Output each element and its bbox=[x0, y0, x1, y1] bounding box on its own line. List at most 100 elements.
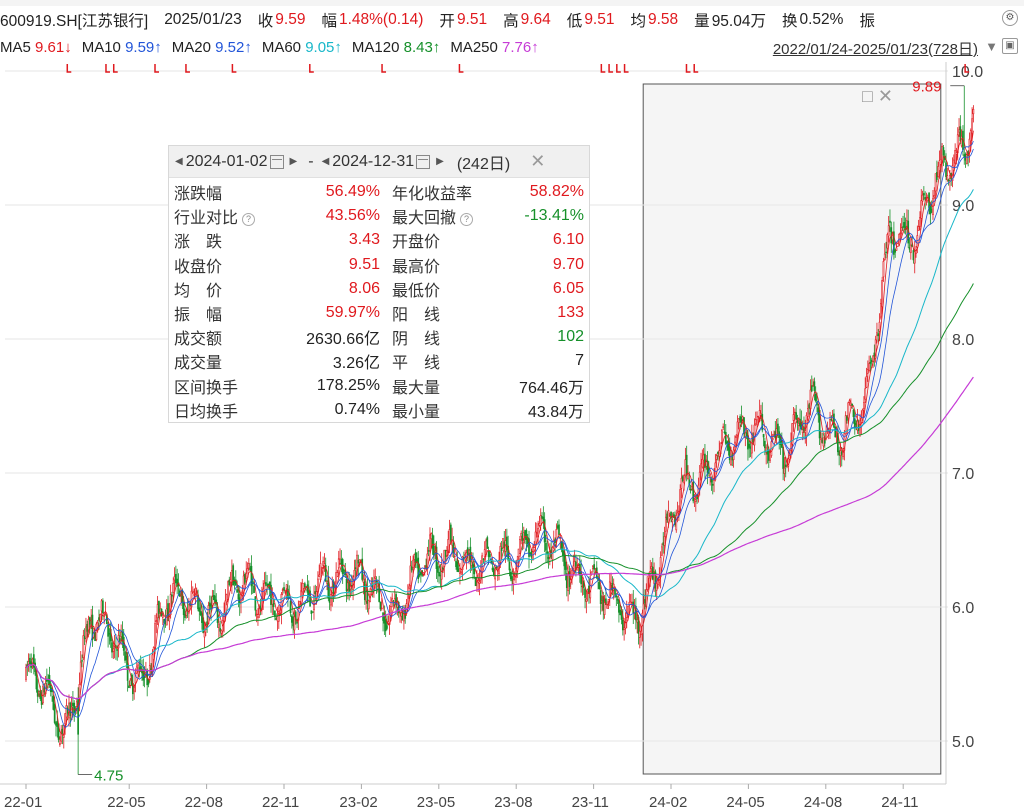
candle-body bbox=[476, 580, 478, 582]
candle-body bbox=[99, 613, 102, 622]
candle-body bbox=[670, 511, 672, 519]
candle-body bbox=[833, 413, 835, 428]
event-marker bbox=[458, 64, 464, 73]
candle-body bbox=[380, 607, 383, 610]
candle-body bbox=[38, 691, 40, 695]
candle-body bbox=[839, 450, 842, 456]
candle-body bbox=[393, 598, 396, 603]
avg-label: 均 bbox=[630, 13, 646, 30]
prev-end-icon[interactable]: ◀ bbox=[321, 156, 330, 167]
stat-value-text: 43.84万 bbox=[527, 403, 584, 421]
candle-body bbox=[743, 417, 745, 435]
candle-body bbox=[756, 419, 758, 425]
candle-body bbox=[31, 658, 34, 664]
candle-body bbox=[27, 661, 30, 665]
help-icon[interactable]: ? bbox=[460, 212, 474, 226]
end-date[interactable]: 2024-12-31 bbox=[332, 152, 415, 170]
candle-body bbox=[412, 559, 414, 568]
calendar-icon[interactable] bbox=[269, 154, 284, 169]
candle-body bbox=[573, 561, 576, 571]
candle-body bbox=[698, 471, 701, 490]
candle-body bbox=[185, 610, 188, 616]
candle-body bbox=[563, 551, 566, 567]
candle-body bbox=[757, 415, 760, 418]
start-date[interactable]: 2024-01-02 bbox=[185, 152, 268, 170]
candle-body bbox=[722, 426, 725, 428]
candle-body bbox=[250, 565, 253, 587]
stat-label: 成交额 bbox=[174, 325, 282, 349]
candle-body bbox=[534, 531, 537, 546]
candle-body bbox=[52, 696, 55, 710]
change-value: 1.48%(0.14) bbox=[338, 11, 424, 28]
selection-tools[interactable]: □ ✕ bbox=[862, 86, 893, 107]
candle-body bbox=[434, 550, 437, 553]
candle-body bbox=[212, 595, 215, 601]
stat-label: 开盘价 bbox=[380, 228, 510, 252]
candle-body bbox=[715, 455, 718, 460]
date-range-link[interactable]: 2022/01/24-2025/01/23(728日) bbox=[772, 41, 978, 58]
candle-body bbox=[292, 617, 294, 627]
candle-body bbox=[302, 583, 305, 589]
candle-body bbox=[765, 447, 768, 453]
candle-body bbox=[864, 388, 867, 400]
candle-body bbox=[966, 154, 968, 165]
candle-body bbox=[912, 250, 915, 261]
help-icon[interactable]: ? bbox=[242, 212, 256, 226]
stat-label-text: 均 价 bbox=[174, 282, 223, 300]
next-end-icon[interactable]: ▶ bbox=[436, 156, 444, 167]
kline-chart[interactable]: 5.06.07.08.09.010.022-01 22-05 22-08 22-11 2… bbox=[0, 60, 1024, 811]
candle-body bbox=[683, 475, 685, 484]
dropdown-arrow-icon[interactable]: ▼ bbox=[985, 39, 998, 54]
candle-body bbox=[545, 543, 547, 551]
candle-body bbox=[584, 588, 586, 598]
candle-body bbox=[223, 613, 225, 622]
candle-body bbox=[477, 579, 480, 583]
candle-body bbox=[565, 573, 568, 589]
event-marker bbox=[964, 64, 970, 73]
close-value: 9.59 bbox=[275, 11, 306, 28]
ma-label: MA20 bbox=[171, 38, 216, 56]
restore-icon[interactable]: □ bbox=[862, 86, 873, 106]
candle-body bbox=[461, 556, 464, 570]
candle-body bbox=[349, 585, 352, 590]
candle-body bbox=[559, 537, 562, 539]
range-dash: - bbox=[308, 152, 314, 170]
calendar-icon[interactable] bbox=[416, 154, 431, 169]
candle-body bbox=[963, 154, 966, 158]
close-selection-icon[interactable]: ✕ bbox=[877, 86, 893, 106]
candle-body bbox=[211, 596, 214, 606]
candle-body bbox=[431, 534, 434, 549]
candle-body bbox=[133, 687, 136, 692]
candle-body bbox=[284, 589, 287, 592]
candle-body bbox=[214, 595, 216, 603]
candle-body bbox=[721, 430, 723, 443]
stat-label: 区间换手 bbox=[174, 374, 282, 398]
candle-body bbox=[685, 454, 688, 475]
close-icon[interactable]: ✕ bbox=[530, 151, 546, 171]
high-annotation: 9.89 bbox=[912, 79, 941, 96]
candle-body bbox=[872, 355, 874, 362]
candle-body bbox=[363, 581, 366, 601]
candle-body bbox=[435, 546, 438, 569]
candle-body bbox=[734, 441, 736, 448]
candle-body bbox=[98, 617, 100, 621]
candle-body bbox=[126, 655, 129, 681]
stat-label: 平 线 bbox=[380, 349, 510, 373]
candle-body bbox=[387, 621, 390, 624]
candle-body bbox=[710, 478, 713, 483]
candle-body bbox=[427, 550, 430, 552]
low-label: 低 bbox=[566, 13, 583, 30]
candle-body bbox=[834, 426, 837, 438]
panel-toggle-icon[interactable]: ▣ bbox=[1002, 38, 1018, 54]
candle-body bbox=[599, 590, 602, 605]
candle-body bbox=[172, 583, 175, 593]
candle-body bbox=[593, 564, 596, 570]
settings-icon[interactable]: ⚙ bbox=[1002, 10, 1018, 26]
candle-body bbox=[459, 568, 461, 574]
next-start-icon[interactable]: ▶ bbox=[289, 156, 298, 167]
candle-body bbox=[143, 676, 146, 679]
stat-label-text: 阴 线 bbox=[392, 331, 441, 349]
prev-start-icon[interactable]: ◀ bbox=[175, 156, 183, 167]
candle-body bbox=[414, 552, 417, 564]
stat-value-text: 56.49% bbox=[325, 183, 380, 201]
